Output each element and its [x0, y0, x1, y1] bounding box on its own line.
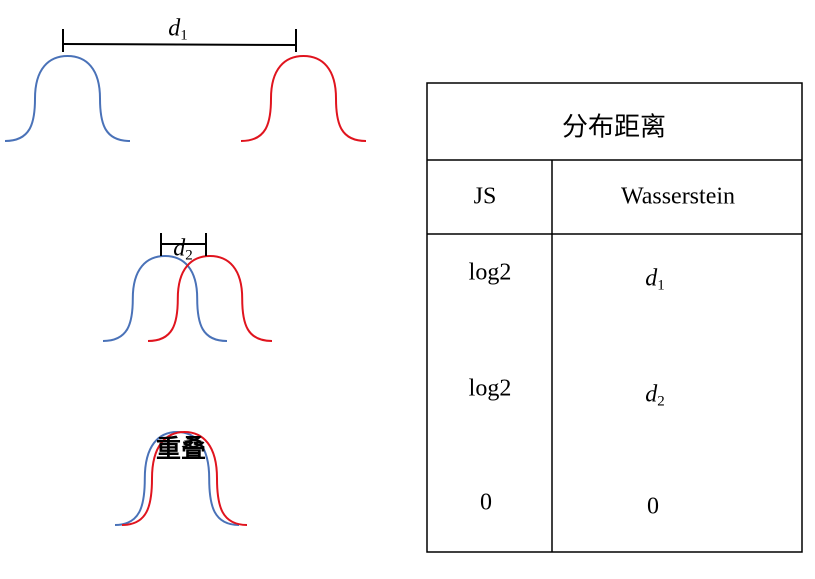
cell-w-2: d2 — [645, 381, 665, 410]
d1-bracket — [62, 43, 297, 46]
d2-label: d2 — [173, 235, 193, 264]
distance-table-grid — [426, 82, 803, 553]
distribution-q-curve-near — [147, 254, 273, 342]
distribution-q-curve-overlap — [121, 430, 248, 526]
header-js: JS — [473, 183, 497, 210]
cell-w-3: 0 — [647, 493, 659, 520]
cell-js-1: log2 — [468, 259, 512, 286]
d1-label: d1 — [168, 15, 188, 44]
distribution-p-curve-far — [4, 54, 131, 142]
table-title: 分布距离 — [561, 112, 667, 143]
cell-js-2: log2 — [468, 375, 512, 402]
header-wasserstein: Wasserstein — [620, 183, 736, 210]
distribution-p-curve-near — [102, 254, 228, 342]
overlap-label: 重叠 — [155, 434, 207, 463]
cell-js-3: 0 — [480, 489, 492, 516]
distribution-q-curve-far — [240, 54, 367, 142]
cell-w-1: d1 — [645, 265, 665, 294]
